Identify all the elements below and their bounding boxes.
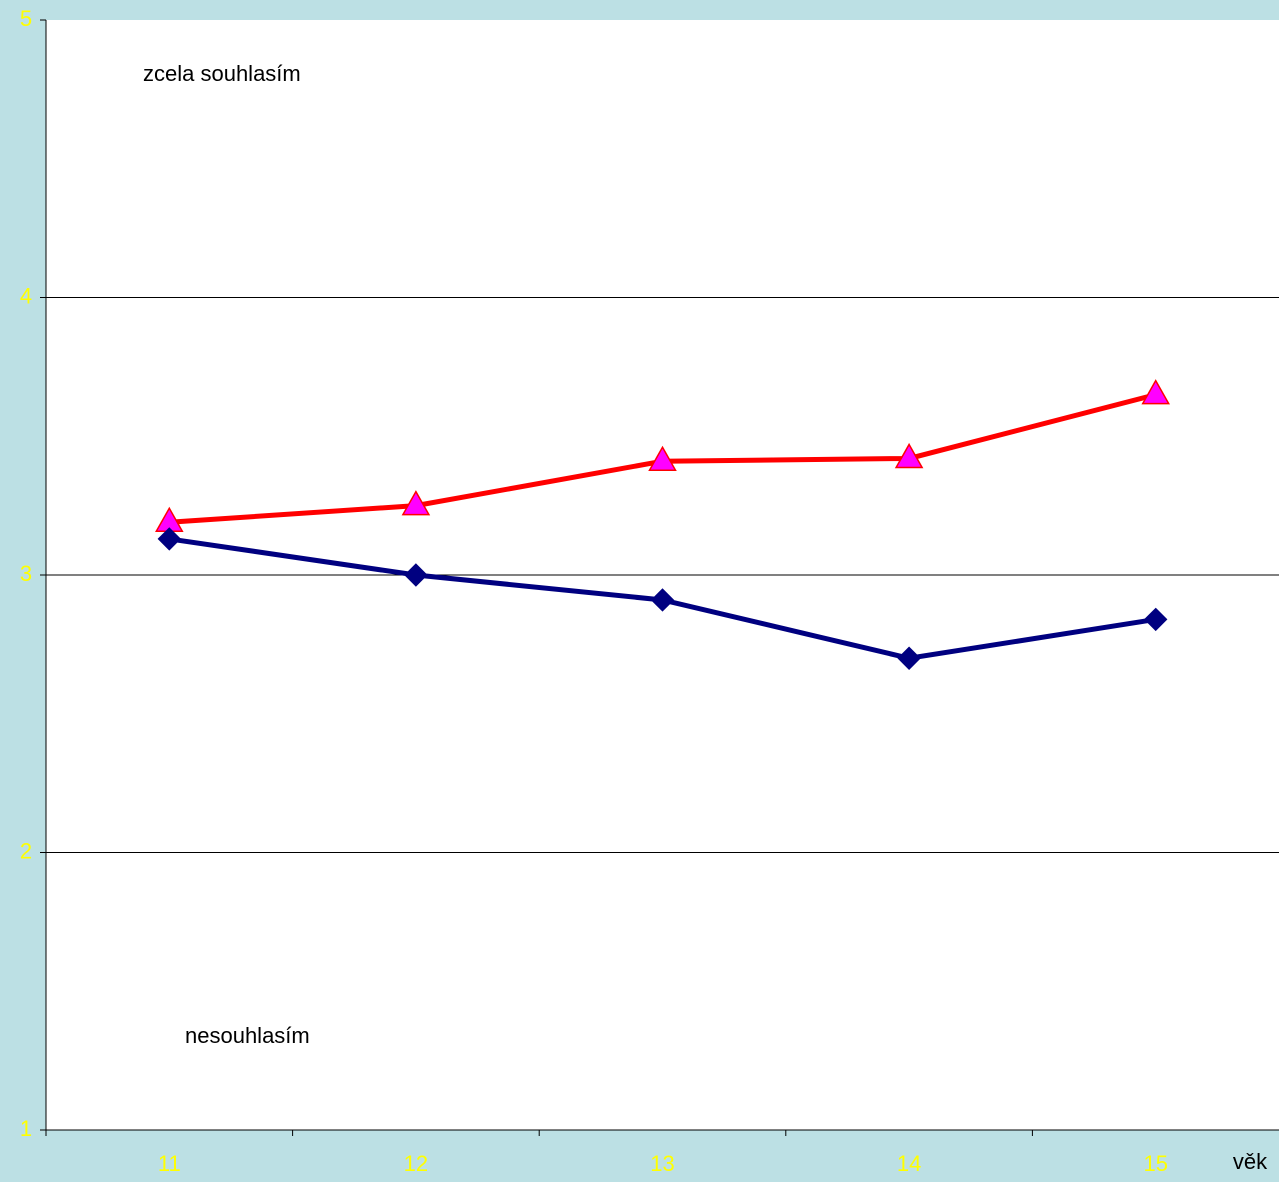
y-tick-label: 4 (20, 283, 32, 308)
annotation: zcela souhlasím (143, 61, 301, 86)
annotation: nesouhlasím (185, 1023, 310, 1048)
x-tick-label: 11 (158, 1151, 181, 1176)
y-tick-label: 2 (20, 838, 32, 863)
x-tick-label: 15 (1143, 1151, 1167, 1176)
y-tick-label: 1 (20, 1116, 32, 1141)
y-tick-label: 5 (20, 6, 32, 31)
marker (650, 588, 675, 612)
marker (157, 527, 182, 551)
marker (1143, 607, 1168, 632)
marker (648, 445, 677, 471)
x-tick-label: 12 (404, 1151, 428, 1176)
x-tick-label: 13 (650, 1151, 674, 1176)
x-axis-label: věk (1233, 1149, 1268, 1174)
marker (401, 490, 431, 516)
marker (894, 442, 924, 469)
y-tick-label: 3 (20, 561, 32, 586)
x-tick-label: 14 (897, 1151, 921, 1176)
marker (1141, 379, 1170, 405)
marker (897, 646, 921, 670)
marker (404, 563, 428, 587)
